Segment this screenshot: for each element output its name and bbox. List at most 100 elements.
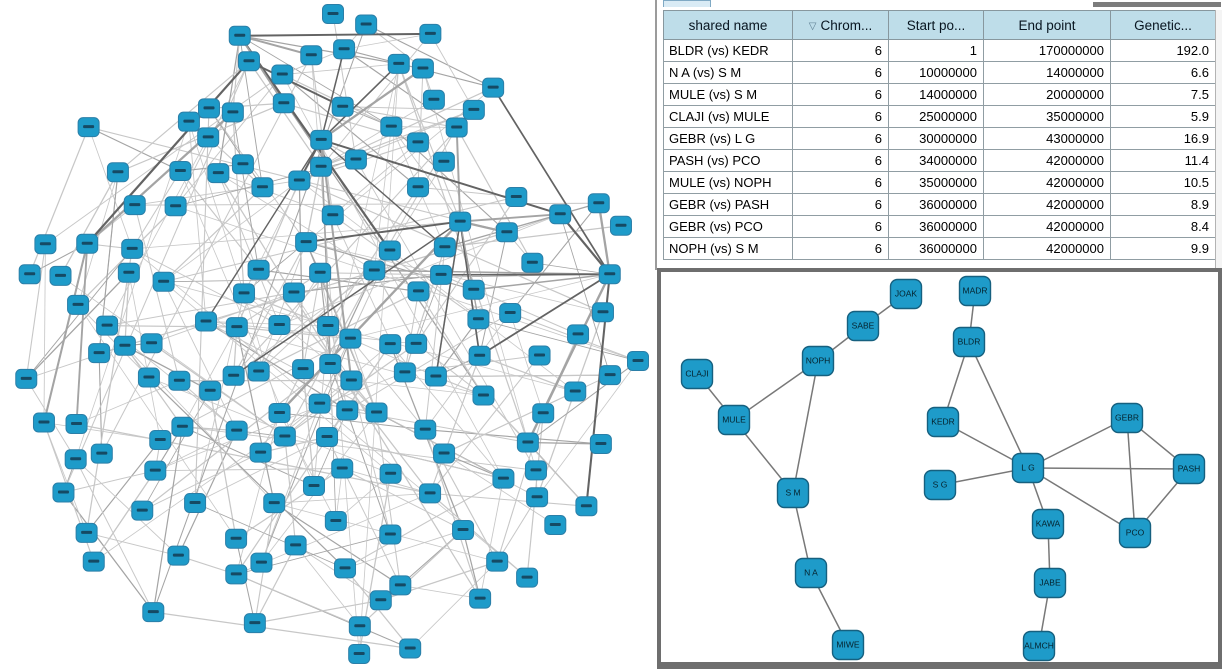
table-tab-fragment[interactable]: [663, 0, 711, 7]
graph-node[interactable]: [76, 233, 99, 254]
graph-node[interactable]: [380, 116, 403, 137]
graph-node[interactable]: [199, 380, 222, 401]
graph-edge[interactable]: [479, 478, 504, 599]
edge-name-cell[interactable]: MULE (vs) S M: [663, 83, 793, 106]
graph-edge[interactable]: [346, 312, 511, 411]
graph-edge[interactable]: [444, 225, 622, 248]
graph-node[interactable]: [225, 420, 248, 441]
graph-node[interactable]: [505, 186, 528, 207]
edge-name-cell[interactable]: BLDR (vs) KEDR: [663, 39, 793, 62]
filter-funnel-icon[interactable]: ▽: [808, 20, 817, 32]
graph-edge[interactable]: [60, 275, 286, 437]
graph-node-pash[interactable]: PASH: [1172, 453, 1206, 485]
graph-node[interactable]: [462, 279, 485, 300]
graph-edge[interactable]: [273, 502, 401, 586]
graph-node[interactable]: [406, 132, 429, 153]
graph-edge[interactable]: [409, 561, 498, 649]
table-row[interactable]: NOPH (vs) S M 6 36000000 42000000 9.9: [663, 237, 1216, 260]
graph-edge-gebr-pco[interactable]: [1126, 417, 1136, 534]
graph-edge-bldr-l-g[interactable]: [968, 341, 1029, 469]
graph-edge[interactable]: [209, 390, 237, 539]
graph-edge[interactable]: [429, 492, 528, 579]
graph-edge[interactable]: [478, 318, 639, 362]
graph-edge[interactable]: [248, 60, 344, 108]
graph-node[interactable]: [82, 551, 105, 572]
graph-edge[interactable]: [373, 63, 400, 271]
graph-edge-l-g-pco[interactable]: [1027, 467, 1136, 534]
graph-node-n-a[interactable]: N A: [794, 557, 828, 589]
value-cell[interactable]: 36000000: [888, 215, 984, 238]
graph-node[interactable]: [564, 381, 587, 402]
graph-node[interactable]: [492, 468, 515, 489]
graph-node[interactable]: [462, 99, 485, 120]
graph-edge[interactable]: [233, 220, 461, 377]
graph-node[interactable]: [113, 335, 136, 356]
graph-node[interactable]: [449, 211, 472, 232]
graph-node[interactable]: [140, 333, 163, 354]
graph-edge[interactable]: [496, 496, 538, 562]
graph-node[interactable]: [336, 400, 359, 421]
edge-name-cell[interactable]: GEBR (vs) L G: [663, 127, 793, 150]
graph-node[interactable]: [177, 111, 200, 132]
graph-node[interactable]: [77, 117, 100, 138]
graph-edge[interactable]: [131, 248, 280, 326]
graph-node-bldr[interactable]: BLDR: [952, 326, 986, 358]
graph-node[interactable]: [379, 524, 402, 545]
graph-node[interactable]: [587, 193, 610, 214]
graph-edge[interactable]: [536, 360, 639, 498]
graph-node[interactable]: [225, 528, 248, 549]
value-cell[interactable]: 30000000: [888, 127, 984, 150]
graph-edge[interactable]: [424, 312, 511, 430]
graph-node[interactable]: [331, 96, 354, 117]
graph-node[interactable]: [168, 370, 191, 391]
graph-edge[interactable]: [425, 429, 601, 445]
graph-edge[interactable]: [527, 441, 601, 445]
graph-node[interactable]: [472, 385, 495, 406]
value-cell[interactable]: 43000000: [983, 127, 1111, 150]
graph-edge[interactable]: [350, 338, 437, 377]
graph-edge[interactable]: [124, 272, 130, 346]
graph-node[interactable]: [544, 514, 567, 535]
graph-edge[interactable]: [320, 63, 400, 141]
graph-node[interactable]: [18, 264, 41, 285]
graph-node[interactable]: [393, 362, 416, 383]
graph-edge[interactable]: [282, 63, 399, 75]
table-row[interactable]: CLAJI (vs) MULE 6 25000000 35000000 5.9: [663, 105, 1216, 128]
graph-edge[interactable]: [107, 291, 295, 327]
graph-edge[interactable]: [509, 202, 600, 314]
value-cell[interactable]: 11.4: [1110, 149, 1216, 172]
graph-node[interactable]: [333, 39, 356, 60]
graph-node[interactable]: [389, 575, 412, 596]
graph-edge[interactable]: [88, 127, 133, 250]
graph-node[interactable]: [575, 496, 598, 517]
subnetwork-canvas[interactable]: JOAK MADR SABE BLDR NOPH CLAJI MULE KEDR GEBR L G…: [657, 268, 1222, 669]
graph-node-gebr[interactable]: GEBR: [1110, 402, 1144, 434]
value-cell[interactable]: 9.9: [1110, 237, 1216, 260]
graph-node[interactable]: [407, 177, 430, 198]
graph-edge[interactable]: [284, 436, 297, 546]
graph-node[interactable]: [295, 232, 318, 253]
graph-edge[interactable]: [527, 360, 639, 443]
graph-edge[interactable]: [194, 436, 328, 504]
column-header-end-point[interactable]: End point: [983, 10, 1111, 40]
graph-node-claji[interactable]: CLAJI: [680, 358, 714, 390]
graph-edge[interactable]: [422, 68, 537, 471]
graph-edge[interactable]: [85, 248, 133, 533]
graph-node[interactable]: [344, 149, 367, 170]
graph-edge[interactable]: [233, 270, 375, 377]
graph-edge[interactable]: [326, 436, 504, 480]
graph-edge[interactable]: [86, 60, 250, 245]
graph-edge[interactable]: [43, 244, 46, 423]
graph-node[interactable]: [521, 252, 544, 273]
graph-node[interactable]: [609, 215, 632, 236]
graph-edge[interactable]: [152, 426, 183, 613]
graph-edge[interactable]: [239, 32, 431, 37]
graph-edge[interactable]: [350, 338, 426, 430]
value-cell[interactable]: 6: [792, 193, 889, 216]
graph-node[interactable]: [589, 433, 612, 454]
graph-node[interactable]: [331, 458, 354, 479]
graph-node[interactable]: [123, 195, 146, 216]
graph-edge[interactable]: [177, 430, 238, 556]
value-cell[interactable]: 14000000: [983, 61, 1111, 84]
graph-edge[interactable]: [239, 34, 312, 57]
